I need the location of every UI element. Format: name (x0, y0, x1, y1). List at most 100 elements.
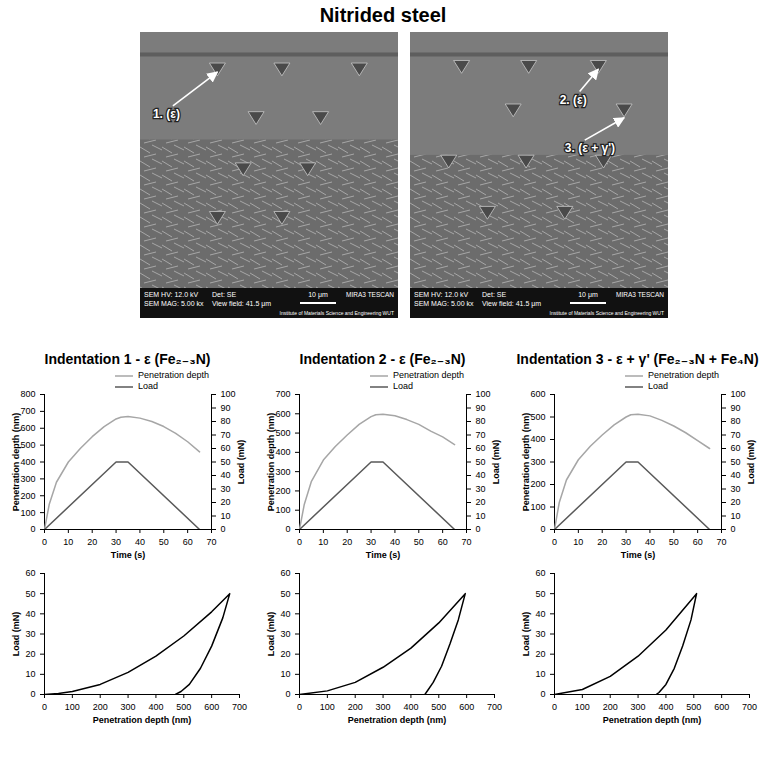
svg-text:20: 20 (221, 497, 231, 507)
svg-text:0: 0 (30, 524, 35, 534)
svg-text:MIRA3 TESCAN: MIRA3 TESCAN (616, 291, 664, 298)
svg-text:700: 700 (275, 389, 290, 399)
svg-text:200: 200 (20, 491, 35, 501)
svg-text:20: 20 (280, 649, 290, 659)
svg-text:10: 10 (731, 511, 741, 521)
svg-text:30: 30 (280, 629, 290, 639)
svg-text:70: 70 (461, 537, 471, 547)
svg-text:50: 50 (280, 589, 290, 599)
svg-text:0: 0 (476, 524, 481, 534)
svg-text:300: 300 (530, 457, 545, 467)
svg-text:800: 800 (20, 389, 35, 399)
svg-text:0: 0 (221, 524, 226, 534)
svg-text:0: 0 (42, 537, 47, 547)
svg-text:20: 20 (597, 537, 607, 547)
svg-text:Penetration depth (nm): Penetration depth (nm) (11, 413, 21, 512)
svg-text:Penetration depth (nm): Penetration depth (nm) (348, 715, 447, 725)
svg-text:20: 20 (535, 649, 545, 659)
svg-text:90: 90 (221, 403, 231, 413)
svg-text:300: 300 (121, 702, 136, 712)
svg-text:50: 50 (159, 537, 169, 547)
svg-text:10: 10 (25, 669, 35, 679)
svg-text:50: 50 (535, 589, 545, 599)
svg-text:0: 0 (285, 689, 290, 699)
svg-text:500: 500 (20, 440, 35, 450)
svg-text:100: 100 (65, 702, 80, 712)
svg-text:MIRA3 TESCAN: MIRA3 TESCAN (346, 291, 394, 298)
svg-text:Load (mN): Load (mN) (266, 612, 276, 657)
svg-text:700: 700 (232, 702, 247, 712)
svg-text:600: 600 (20, 423, 35, 433)
svg-text:10: 10 (63, 537, 73, 547)
svg-text:Penetration depth (nm): Penetration depth (nm) (266, 413, 276, 512)
svg-text:600: 600 (459, 702, 474, 712)
svg-text:200: 200 (603, 702, 618, 712)
svg-text:50: 50 (476, 457, 486, 467)
svg-text:300: 300 (631, 702, 646, 712)
svg-text:100: 100 (320, 702, 335, 712)
svg-text:60: 60 (183, 537, 193, 547)
svg-text:0: 0 (552, 702, 557, 712)
svg-text:0: 0 (42, 702, 47, 712)
svg-text:60: 60 (280, 568, 290, 578)
svg-text:40: 40 (25, 609, 35, 619)
svg-text:1. (ε): 1. (ε) (153, 107, 180, 121)
svg-text:0: 0 (297, 702, 302, 712)
svg-text:400: 400 (275, 447, 290, 457)
svg-text:Penetration depth (nm): Penetration depth (nm) (93, 715, 192, 725)
svg-text:100: 100 (275, 505, 290, 515)
svg-text:Penetration depth (nm): Penetration depth (nm) (521, 413, 531, 512)
svg-text:50: 50 (669, 537, 679, 547)
svg-text:200: 200 (275, 486, 290, 496)
svg-text:Det: SE: Det: SE (482, 291, 506, 298)
svg-text:20: 20 (731, 497, 741, 507)
svg-text:100: 100 (221, 389, 236, 399)
svg-text:700: 700 (742, 702, 757, 712)
svg-text:100: 100 (20, 508, 35, 518)
svg-text:Time (s): Time (s) (621, 550, 655, 560)
svg-text:600: 600 (714, 702, 729, 712)
svg-text:200: 200 (348, 702, 363, 712)
svg-text:Load (mN): Load (mN) (236, 440, 246, 485)
svg-text:500: 500 (431, 702, 446, 712)
svg-text:40: 40 (731, 470, 741, 480)
svg-text:10: 10 (280, 669, 290, 679)
svg-text:30: 30 (221, 484, 231, 494)
svg-text:20: 20 (342, 537, 352, 547)
svg-text:700: 700 (20, 406, 35, 416)
svg-text:10 μm: 10 μm (308, 291, 328, 299)
svg-text:30: 30 (476, 484, 486, 494)
svg-text:Load (mN): Load (mN) (521, 612, 531, 657)
svg-text:60: 60 (221, 443, 231, 453)
svg-text:70: 70 (716, 537, 726, 547)
svg-text:80: 80 (731, 416, 741, 426)
svg-text:200: 200 (530, 479, 545, 489)
svg-text:Load (mN): Load (mN) (491, 440, 501, 485)
svg-text:0: 0 (540, 689, 545, 699)
svg-text:10 μm: 10 μm (578, 291, 598, 299)
svg-text:90: 90 (476, 403, 486, 413)
svg-text:40: 40 (135, 537, 145, 547)
svg-text:500: 500 (176, 702, 191, 712)
svg-text:70: 70 (731, 430, 741, 440)
svg-text:40: 40 (535, 609, 545, 619)
svg-text:30: 30 (731, 484, 741, 494)
svg-text:10: 10 (535, 669, 545, 679)
svg-text:300: 300 (275, 467, 290, 477)
svg-text:3. (ε + γ'): 3. (ε + γ') (565, 141, 615, 155)
svg-text:30: 30 (111, 537, 121, 547)
svg-text:50: 50 (25, 589, 35, 599)
svg-text:SEM HV: 12.0 kV: SEM HV: 12.0 kV (144, 291, 199, 298)
svg-text:Time (s): Time (s) (111, 550, 145, 560)
svg-text:View field: 41.5 μm: View field: 41.5 μm (482, 300, 541, 308)
svg-text:400: 400 (403, 702, 418, 712)
svg-text:40: 40 (390, 537, 400, 547)
svg-text:100: 100 (476, 389, 491, 399)
svg-text:60: 60 (731, 443, 741, 453)
svg-text:SEM MAG: 5.00 kx: SEM MAG: 5.00 kx (144, 300, 204, 307)
svg-text:60: 60 (25, 568, 35, 578)
svg-text:50: 50 (731, 457, 741, 467)
svg-text:10: 10 (573, 537, 583, 547)
svg-text:600: 600 (275, 409, 290, 419)
svg-text:0: 0 (297, 537, 302, 547)
